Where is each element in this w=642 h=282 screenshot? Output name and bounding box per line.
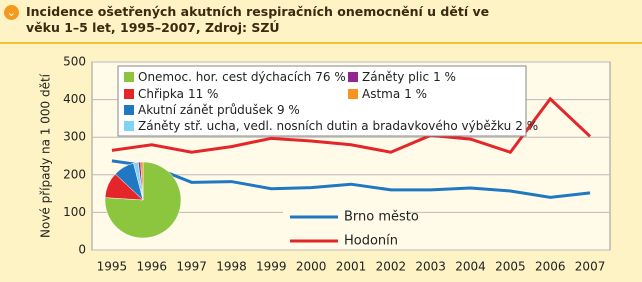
- x-tick-label: 2001: [336, 260, 367, 274]
- legend-label: Záněty stř. ucha, vedl. nosních dutin a …: [138, 119, 538, 133]
- legend-label: Chřipka 11 %: [138, 87, 218, 101]
- series-line: [111, 96, 592, 155]
- y-axis-label: Nové případy na 1 000 dětí: [39, 73, 53, 238]
- legend-value: 9 %: [277, 103, 300, 117]
- y-tick-label: 400: [63, 92, 86, 106]
- x-tick-label: 2000: [296, 260, 327, 274]
- legend-label: Hodonín: [344, 234, 398, 249]
- legend-swatch: [124, 105, 134, 115]
- legend-name: Onemoc. hor. cest dýchacích: [138, 70, 311, 84]
- legend-swatch: [124, 89, 134, 99]
- legend-label: Brno město: [344, 210, 419, 225]
- series-line: [111, 159, 591, 199]
- legend-swatch: [124, 121, 134, 131]
- x-tick-label: 2006: [535, 260, 566, 274]
- x-tick-label: 1999: [256, 260, 287, 274]
- x-tick-label: 1995: [97, 260, 128, 274]
- y-tick-label: 300: [63, 130, 86, 144]
- legend-swatch: [124, 72, 134, 82]
- legend-value: 2 %: [515, 119, 538, 133]
- y-tick-label: 0: [78, 243, 86, 257]
- legend-label: Onemoc. hor. cest dýchacích 76 %: [138, 70, 346, 84]
- legend-label: Astma 1 %: [362, 87, 427, 101]
- legend-box: [117, 65, 527, 137]
- x-tick-label: 2003: [415, 260, 446, 274]
- legend-name: Chřipka: [138, 87, 184, 101]
- legend-label: Akutní zánět průdušek 9 %: [138, 103, 300, 117]
- collapse-icon[interactable]: ⌄: [4, 5, 19, 20]
- legend-swatch: [348, 89, 358, 99]
- y-tick-label: 500: [63, 55, 86, 69]
- legend-name: Astma: [362, 87, 400, 101]
- pie-slice: [140, 161, 144, 201]
- legend-value: 1 %: [404, 87, 427, 101]
- x-tick-label: 1997: [176, 260, 207, 274]
- x-tick-label: 1996: [136, 260, 167, 274]
- legend-name: Akutní zánět průdušek: [138, 103, 273, 117]
- y-tick-label: 100: [63, 205, 86, 219]
- legend-swatch: [348, 72, 358, 82]
- x-tick-label: 2002: [376, 260, 407, 274]
- y-tick-label: 200: [63, 167, 86, 181]
- chart-title: Incidence ošetřených akutních respirační…: [26, 4, 490, 35]
- header-rule: [0, 42, 642, 44]
- x-tick-label: 2005: [495, 260, 526, 274]
- legend-value: 76 %: [315, 70, 346, 84]
- x-tick-label: 2007: [575, 260, 606, 274]
- legend-name: Záněty stř. ucha, vedl. nosních dutin a …: [138, 119, 511, 133]
- x-tick-label: 2004: [455, 260, 486, 274]
- legend-name: Záněty plic: [362, 70, 429, 84]
- legend-value: 1 %: [433, 70, 456, 84]
- legend-value: 11 %: [188, 87, 219, 101]
- x-tick-label: 1998: [216, 260, 247, 274]
- legend-label: Záněty plic 1 %: [362, 70, 456, 84]
